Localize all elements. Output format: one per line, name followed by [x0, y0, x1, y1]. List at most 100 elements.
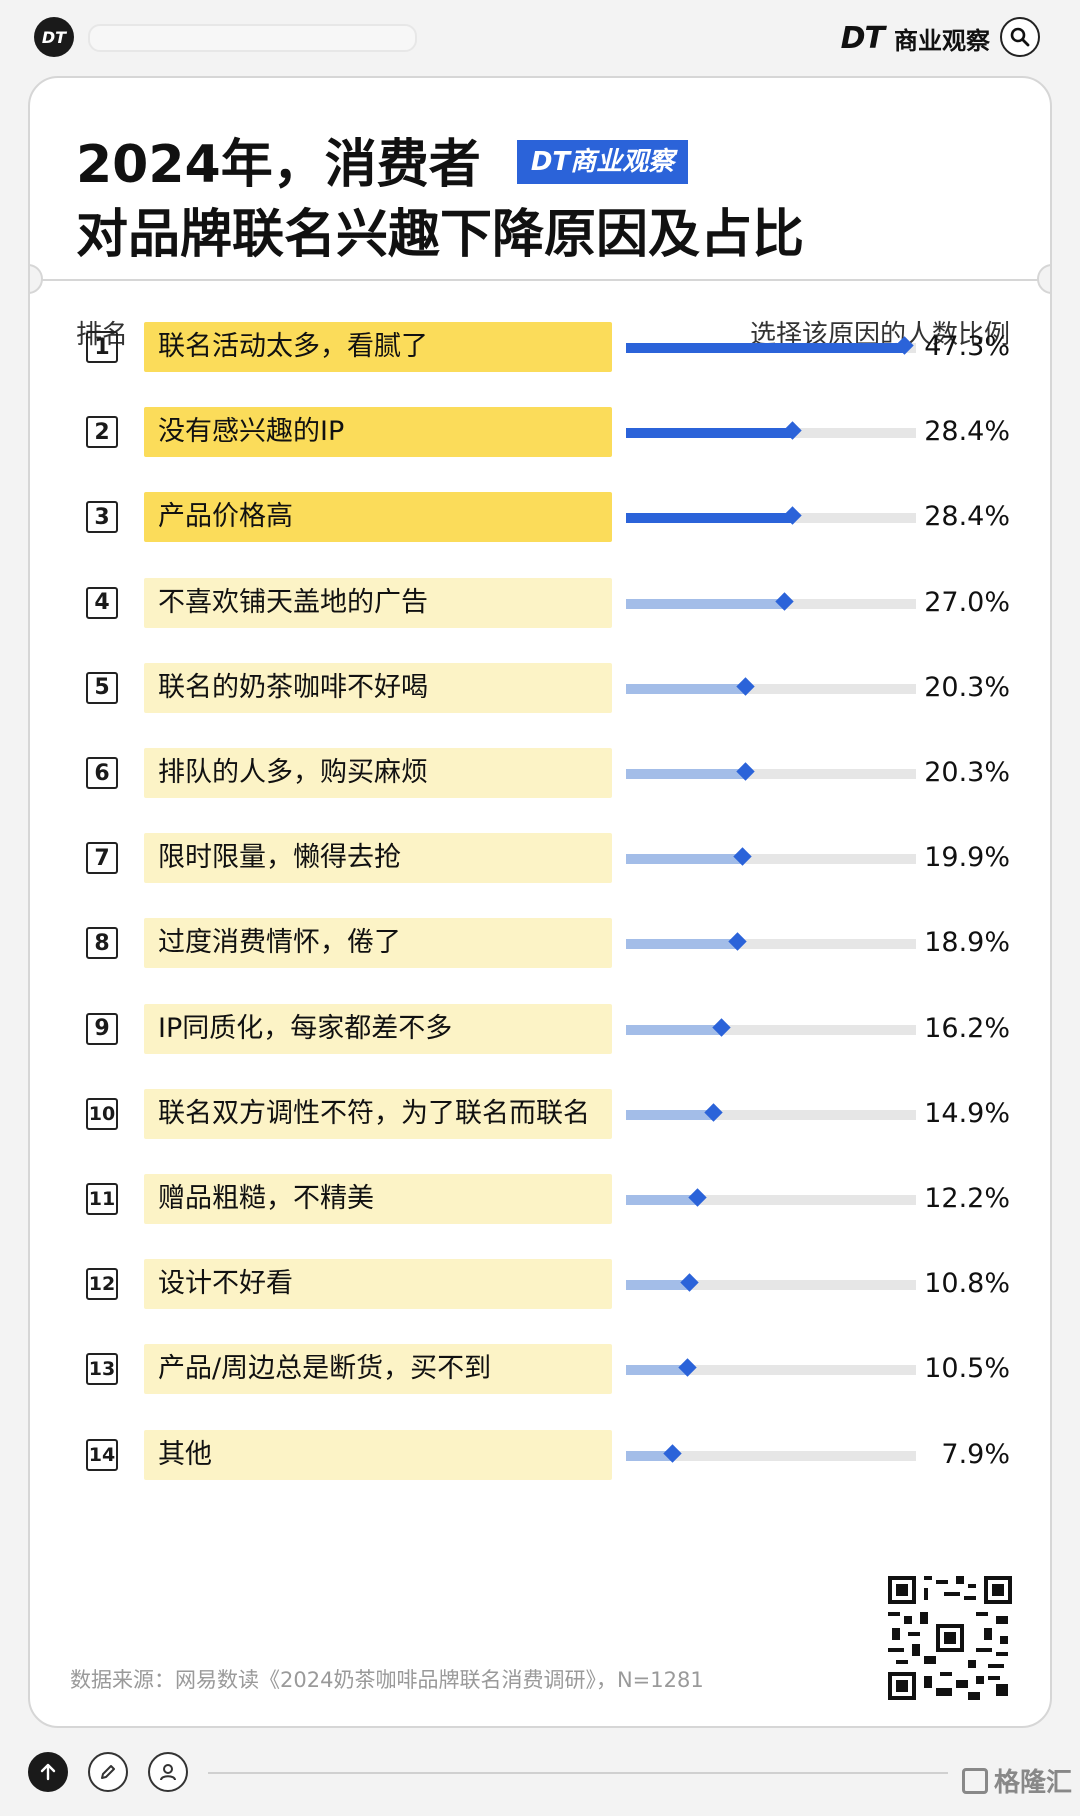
title-divider	[30, 279, 1050, 281]
percent-label: 20.3%	[924, 757, 1010, 788]
bar-fill	[626, 1195, 698, 1205]
rank-badge: 4	[86, 586, 118, 619]
reason-label: 产品价格高	[144, 492, 612, 543]
column-header-rank: 排名	[76, 320, 129, 350]
percent-label: 10.5%	[924, 1353, 1010, 1385]
rank-badge: 3	[86, 501, 118, 534]
person-icon	[160, 1764, 176, 1781]
rank-badge: 10	[86, 1097, 118, 1130]
brand-header: DT 商业观察	[841, 20, 990, 56]
reason-label: 赠品粗糙，不精美	[144, 1174, 612, 1224]
chart-row: 1 联名活动太多，看腻了 47.3%	[30, 322, 1050, 374]
chart-row: 11 赠品粗糙，不精美 12.2%	[30, 1174, 1050, 1226]
bar-track	[626, 677, 916, 696]
top-search-bar[interactable]	[88, 24, 417, 52]
reason-label: 联名双方调性不符，为了联名而联名	[144, 1088, 612, 1139]
bar-track	[626, 847, 916, 866]
upload-button[interactable]	[28, 1752, 68, 1792]
chart-row: 14 其他 7.9%	[30, 1429, 1050, 1482]
brand-dt: DT	[840, 20, 885, 56]
bar-fill	[626, 683, 746, 694]
bar-fill	[626, 513, 793, 524]
rank-badge: 8	[86, 927, 118, 960]
watermark-text: 格隆汇	[993, 1768, 1072, 1798]
bar-fill	[626, 1365, 688, 1376]
bar-fill	[626, 939, 738, 950]
chart-row: 8 过度消费情怀，倦了 18.9%	[30, 918, 1050, 970]
rank-badge: 14	[86, 1438, 118, 1471]
bar-fill	[626, 854, 743, 865]
reason-label: 产品/周边总是断货，买不到	[144, 1344, 612, 1395]
bar-track	[626, 506, 916, 526]
search-icon	[1010, 27, 1030, 47]
reason-label: 不喜欢铺天盖地的广告	[144, 577, 612, 628]
chart-row: 13 产品/周边总是断货，买不到 10.5%	[30, 1344, 1050, 1396]
bar-track	[626, 336, 916, 355]
chart-row: 3 产品价格高 28.4%	[30, 492, 1050, 544]
dt-logo[interactable]: DT	[34, 17, 74, 57]
data-source-note: 数据来源：网易数读《2024奶茶咖啡品牌联名消费调研》，N=1281	[70, 1668, 704, 1692]
reason-label: 其他	[144, 1429, 612, 1480]
rank-badge: 9	[86, 1012, 118, 1045]
bar-fill	[626, 1280, 690, 1291]
chart-row: 2 没有感兴趣的IP 28.4%	[30, 407, 1050, 459]
reason-label: 联名的奶茶咖啡不好喝	[144, 662, 612, 713]
qr-code-icon	[888, 1576, 1012, 1700]
bar-fill	[626, 1024, 722, 1035]
bar-track	[626, 1188, 916, 1207]
reason-label: 排队的人多，购买麻烦	[144, 748, 612, 798]
reason-label: IP同质化，每家都差不多	[144, 1003, 612, 1054]
percent-label: 19.9%	[924, 842, 1010, 874]
chart-row: 5 联名的奶茶咖啡不好喝 20.3%	[30, 662, 1050, 715]
chart-row: 12 设计不好看 10.8%	[30, 1259, 1050, 1311]
rank-badge: 1	[86, 331, 118, 363]
watermark-gelonghui: 格隆汇	[961, 1762, 1072, 1799]
upload-icon	[40, 1763, 56, 1781]
percent-label: 14.9%	[924, 1097, 1010, 1129]
percent-label: 20.3%	[924, 671, 1010, 703]
chart-row: 9 IP同质化，每家都差不多 16.2%	[30, 1003, 1050, 1056]
profile-button[interactable]	[148, 1752, 188, 1792]
bar-track	[626, 762, 916, 781]
reason-label: 过度消费情怀，倦了	[144, 918, 612, 969]
percent-label: 7.9%	[941, 1438, 1010, 1470]
rank-badge: 5	[86, 671, 118, 704]
title-line-2: 对品牌联名兴趣下降原因及占比	[76, 205, 805, 265]
rank-badge: 13	[86, 1353, 118, 1386]
chart-row: 6 排队的人多，购买麻烦 20.3%	[30, 748, 1050, 800]
watermark-logo-icon	[961, 1767, 988, 1794]
rank-badge: 7	[86, 842, 118, 875]
title-line-1: 2024年，消费者	[76, 135, 481, 195]
bar-track	[626, 591, 916, 611]
bar-fill	[626, 769, 746, 779]
rank-badge: 6	[86, 757, 118, 789]
reason-label: 没有感兴趣的IP	[144, 407, 612, 458]
search-button[interactable]	[1000, 17, 1040, 57]
rank-badge: 2	[86, 416, 118, 449]
percent-label: 28.4%	[924, 501, 1010, 533]
top-bar: DT DT 商业观察	[0, 0, 1080, 76]
percent-label: 27.0%	[924, 586, 1010, 618]
reason-label: 设计不好看	[144, 1259, 612, 1310]
bar-fill	[626, 1450, 673, 1461]
percent-label: 18.9%	[924, 927, 1010, 959]
percent-label: 16.2%	[924, 1012, 1010, 1044]
bottom-divider	[208, 1772, 948, 1774]
bar-fill	[626, 428, 793, 439]
chart-row: 7 限时限量，懒得去抢 19.9%	[30, 833, 1050, 885]
percent-label: 47.3%	[924, 331, 1010, 362]
rank-badge: 11	[86, 1183, 118, 1215]
chart-title: 2024年，消费者 DT商业观察 对品牌联名兴趣下降原因及占比	[76, 130, 804, 270]
bar-track	[626, 1443, 916, 1463]
reason-label: 联名活动太多，看腻了	[144, 322, 612, 372]
chart-card: 2024年，消费者 DT商业观察 对品牌联名兴趣下降原因及占比 排名 原因 选择…	[28, 76, 1052, 1728]
rank-badge: 12	[86, 1268, 118, 1301]
bar-fill	[626, 1109, 714, 1120]
chart-row: 10 联名双方调性不符，为了联名而联名 14.9%	[30, 1088, 1050, 1141]
pencil-icon	[101, 1765, 115, 1779]
edit-button[interactable]	[88, 1752, 128, 1792]
percent-label: 10.8%	[924, 1268, 1010, 1300]
chart-row: 4 不喜欢铺天盖地的广告 27.0%	[30, 577, 1050, 630]
bar-track	[626, 1358, 916, 1378]
bar-track	[626, 421, 916, 440]
